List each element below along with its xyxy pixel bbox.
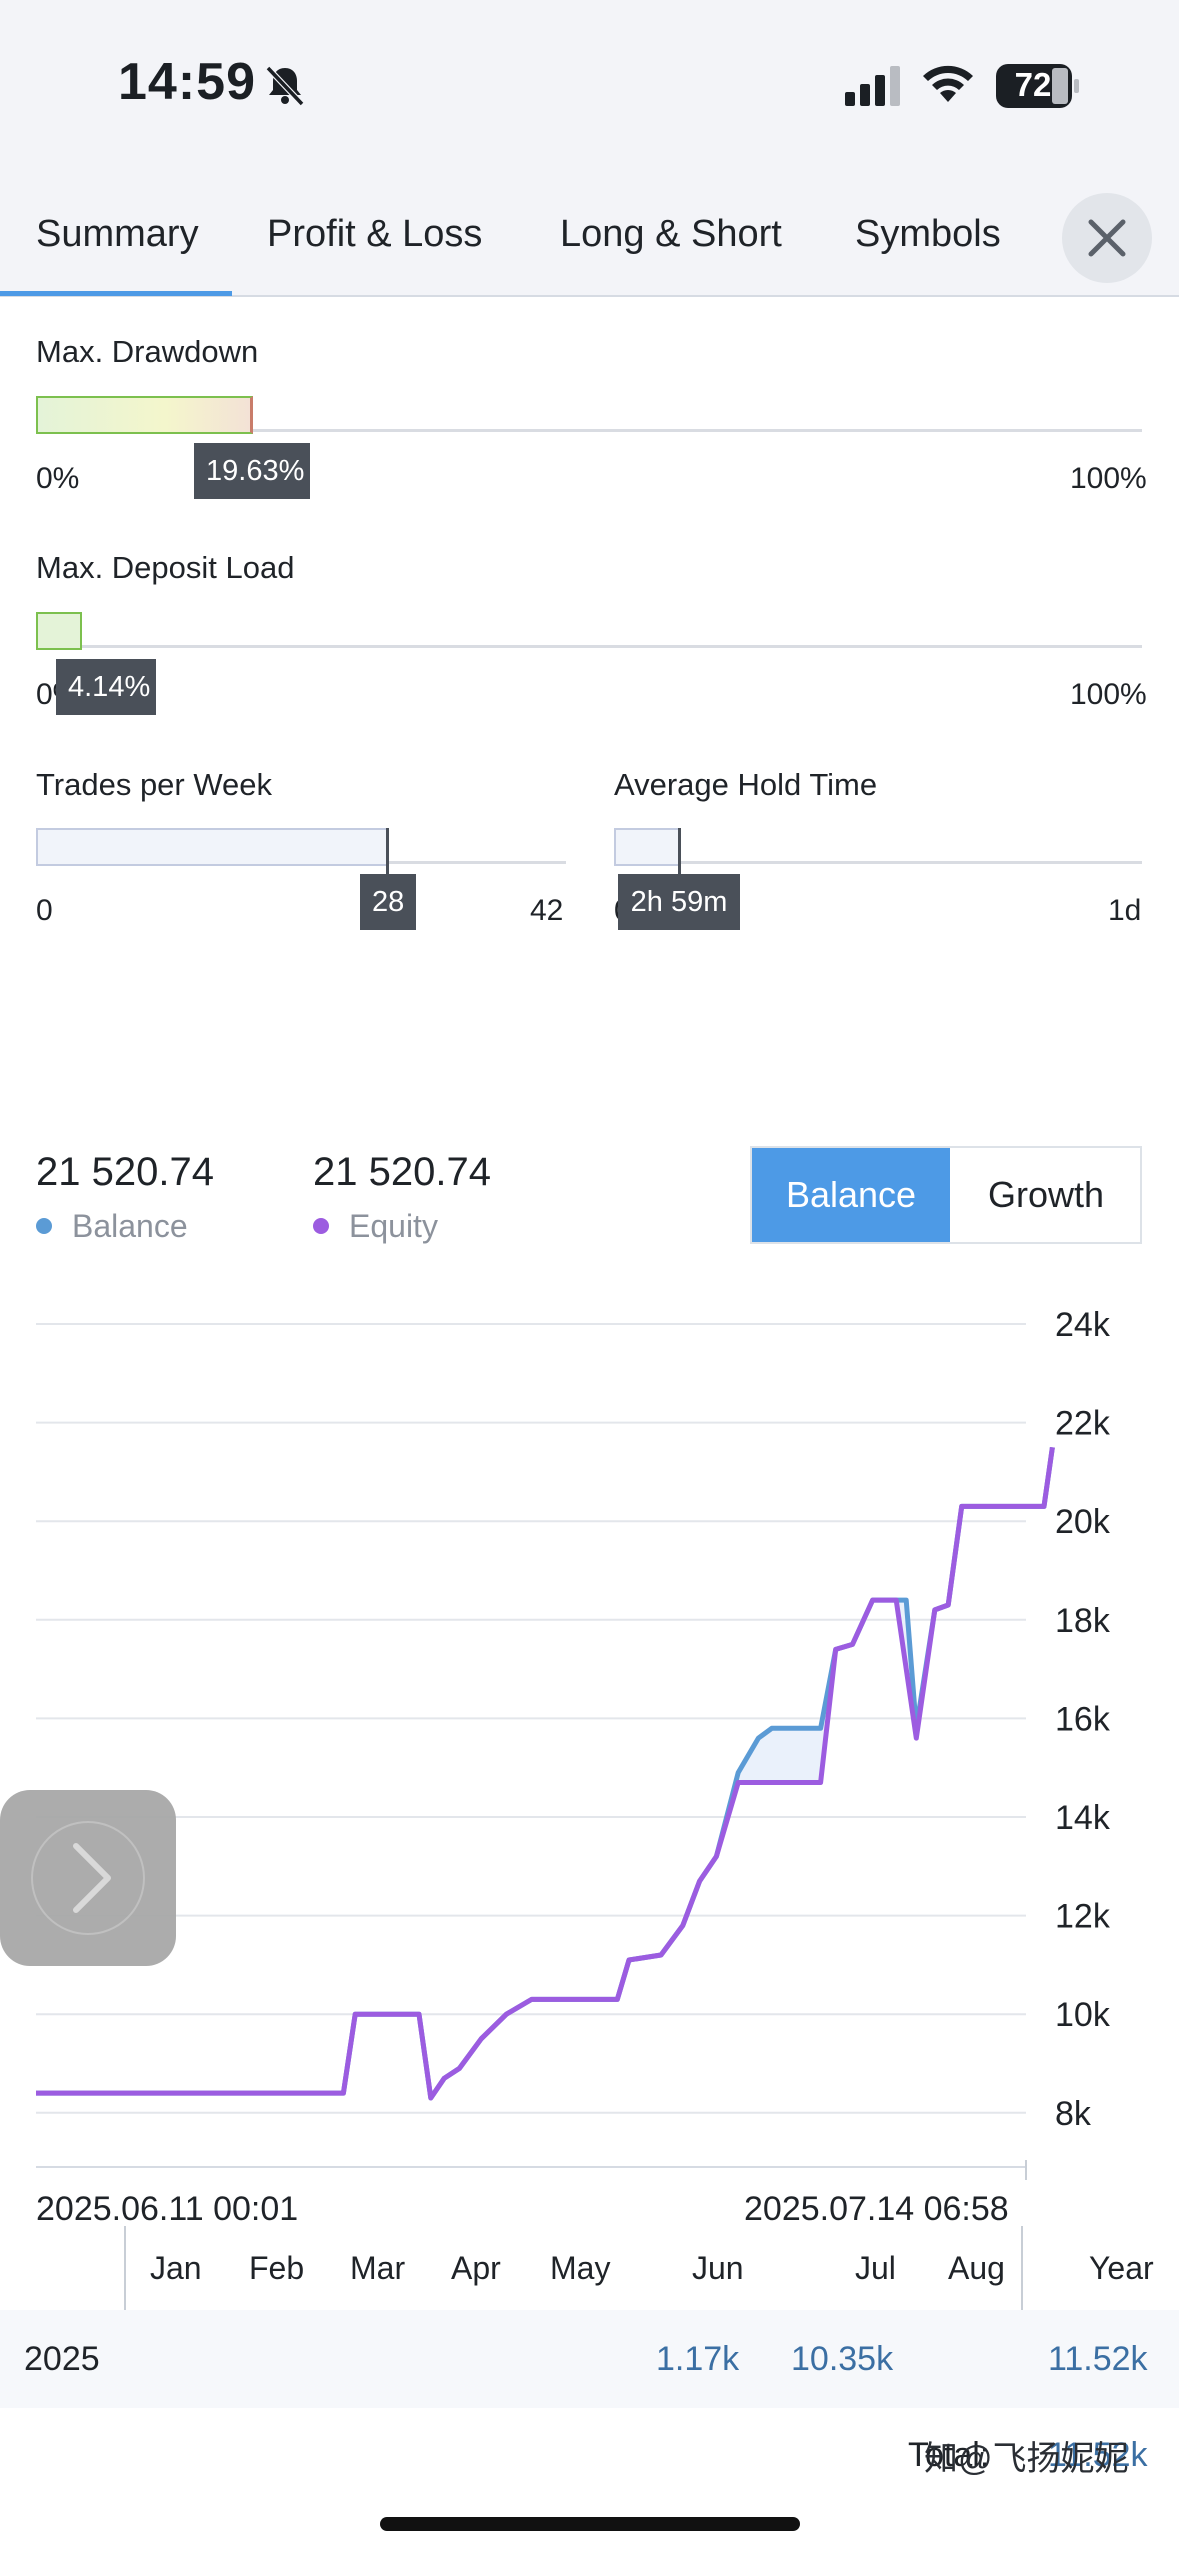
y-tick-label: 20k — [1055, 1503, 1111, 1541]
avg-hold-time-marker — [678, 828, 681, 878]
max-deposit-load-fill — [36, 612, 82, 650]
tab-bar: Summary Profit & Loss Long & Short Symbo… — [0, 175, 1179, 297]
avg-hold-time-track — [614, 861, 1142, 864]
month-header-aug: Aug — [948, 2250, 1005, 2286]
trades-per-week-marker — [386, 828, 389, 878]
y-tick-label: 18k — [1055, 1602, 1111, 1640]
y-tick-label: 10k — [1055, 1996, 1111, 2034]
battery-level: 72 — [1014, 66, 1052, 103]
max-drawdown-track — [36, 429, 1142, 432]
battery-icon — [996, 64, 1079, 108]
max-deposit-load-value: 4.14% — [56, 659, 156, 715]
balance-legend-label: Balance — [72, 1208, 188, 1244]
row-value-jun[interactable]: 1.17k — [656, 2340, 740, 2378]
max-deposit-load-max: 100% — [1070, 678, 1147, 711]
max-drawdown-min: 0% — [36, 462, 80, 495]
y-tick-label: 8k — [1055, 2095, 1092, 2133]
equity-value: 21 520.74 — [313, 1150, 491, 1194]
trades-per-week-value: 28 — [360, 874, 416, 930]
y-tick-label: 22k — [1055, 1405, 1111, 1443]
trades-per-week-title: Trades per Week — [36, 767, 273, 802]
avg-hold-time-title: Average Hold Time — [614, 767, 878, 802]
equity-legend-label: Equity — [349, 1208, 438, 1244]
table-row — [0, 2310, 1179, 2408]
max-drawdown-title: Max. Drawdown — [36, 334, 259, 369]
floating-next-button[interactable] — [0, 1790, 176, 1966]
total-value: 11.52k — [1048, 2436, 1148, 2474]
trades-per-week-max: 42 — [530, 894, 564, 927]
max-drawdown-fill — [36, 396, 253, 434]
balance-legend-dot — [36, 1218, 52, 1234]
balance-toggle-button[interactable]: Balance — [752, 1148, 950, 1242]
chart-mode-toggle: Balance Growth — [750, 1146, 1142, 1244]
equity-legend-dot — [313, 1218, 329, 1234]
growth-toggle-button[interactable]: Growth — [987, 1174, 1105, 1215]
tab-symbols[interactable]: Symbols — [855, 213, 1001, 255]
month-header-jul: Jul — [855, 2250, 896, 2286]
total-label: Total: — [908, 2436, 990, 2474]
month-header-jan: Jan — [150, 2250, 202, 2286]
watermark: 知@飞扬妮妮 — [924, 2440, 1129, 2478]
home-indicator — [380, 2517, 800, 2531]
balance-chart: 24k 22k 20k 18k 16k 14k 12k 10k 8k — [36, 1306, 1111, 2180]
avg-hold-time-fill — [614, 828, 680, 866]
y-tick-label: 14k — [1055, 1799, 1111, 1837]
row-year: 2025 — [24, 2340, 100, 2378]
tab-long-short[interactable]: Long & Short — [560, 213, 782, 255]
balance-value: 21 520.74 — [36, 1150, 214, 1194]
close-icon — [1088, 219, 1126, 257]
cellular-signal-icon — [845, 66, 900, 106]
close-button[interactable] — [1062, 193, 1152, 283]
month-header-mar: Mar — [350, 2250, 406, 2286]
row-value-jul[interactable]: 10.35k — [791, 2340, 894, 2378]
row-total[interactable]: 11.52k — [1048, 2340, 1148, 2378]
y-tick-label: 12k — [1055, 1898, 1111, 1936]
tab-summary[interactable]: Summary — [36, 213, 199, 255]
chevron-right-icon — [31, 1821, 145, 1935]
year-header: Year — [1089, 2250, 1154, 2286]
wifi-icon — [923, 65, 973, 102]
trades-per-week-min: 0 — [36, 894, 53, 927]
status-bar: 14:59 72 — [0, 0, 1179, 175]
chart-start-date: 2025.06.11 00:01 — [36, 2190, 299, 2228]
max-drawdown-max: 100% — [1070, 462, 1147, 495]
chart-end-date: 2025.07.14 06:58 — [744, 2190, 1009, 2228]
trades-per-week-fill — [36, 828, 388, 866]
y-tick-label: 16k — [1055, 1700, 1111, 1738]
month-header-may: May — [550, 2250, 611, 2286]
tab-profit-loss[interactable]: Profit & Loss — [267, 213, 483, 255]
equity-line — [36, 1446, 1055, 2101]
max-deposit-load-title: Max. Deposit Load — [36, 550, 295, 585]
avg-hold-time-max: 1d — [1108, 894, 1142, 927]
active-tab-indicator — [0, 291, 232, 296]
month-header-feb: Feb — [249, 2250, 305, 2286]
max-deposit-load-track — [36, 645, 1142, 648]
avg-hold-time-value: 2h 59m — [618, 874, 740, 930]
y-tick-label: 24k — [1055, 1306, 1111, 1344]
bell-muted-icon — [265, 65, 305, 107]
status-time: 14:59 — [118, 53, 256, 111]
max-drawdown-value: 19.63% — [194, 443, 310, 499]
month-header-apr: Apr — [451, 2250, 501, 2286]
month-header-jun: Jun — [692, 2250, 744, 2286]
